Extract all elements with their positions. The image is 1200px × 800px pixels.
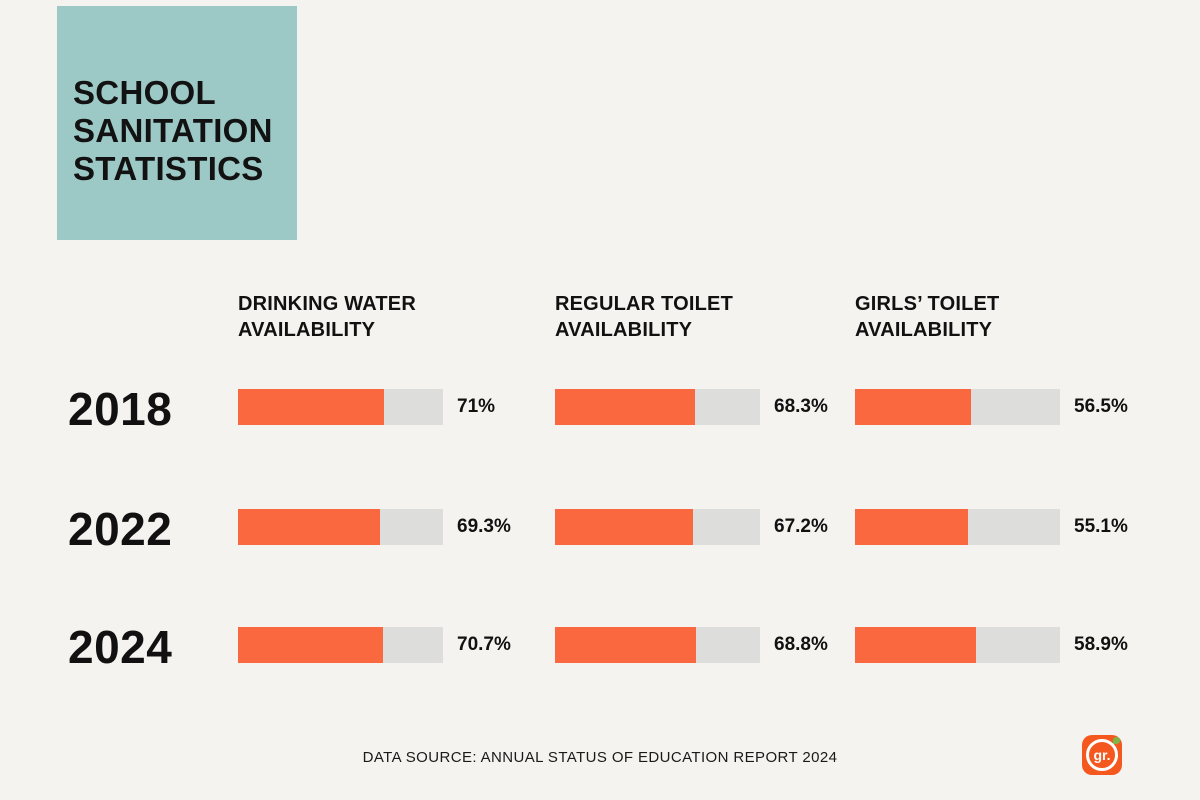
bar-track — [855, 389, 1060, 425]
bar-track — [855, 627, 1060, 663]
bar-cell-2018-girls-toilet: 56.5% — [855, 389, 1128, 425]
bar-fill — [855, 627, 976, 663]
bar-cell-2022-girls-toilet: 55.1% — [855, 509, 1128, 545]
bar-value-label: 69.3% — [457, 516, 511, 537]
column-header-girls-toilet: GIRLS’ TOILET AVAILABILITY — [855, 293, 1000, 341]
logo-text: gr. — [1093, 747, 1111, 763]
row-label-2024: 2024 — [68, 621, 173, 673]
bar-fill — [238, 389, 384, 425]
bar-fill — [855, 509, 968, 545]
bar-track — [555, 509, 760, 545]
row-label-2022: 2022 — [68, 503, 173, 555]
title-box: SCHOOL SANITATION STATISTICS — [57, 6, 297, 240]
bar-value-label: 68.8% — [774, 634, 828, 655]
bar-value-label: 55.1% — [1074, 516, 1128, 537]
bar-track — [555, 627, 760, 663]
row-label-2018: 2018 — [68, 383, 173, 435]
data-source-note: DATA SOURCE: ANNUAL STATUS OF EDUCATION … — [362, 749, 838, 766]
logo-ring: gr. — [1086, 739, 1118, 771]
bar-fill — [238, 509, 381, 545]
bar-fill — [555, 509, 693, 545]
bar-track — [238, 627, 443, 663]
bar-value-label: 68.3% — [774, 396, 828, 417]
bar-cell-2024-girls-toilet: 58.9% — [855, 627, 1128, 663]
brand-logo: gr. — [1082, 735, 1122, 775]
bar-cell-2018-drinking-water: 71% — [238, 389, 495, 425]
bar-value-label: 70.7% — [457, 634, 511, 655]
bar-track — [238, 509, 443, 545]
logo-leaf-icon — [1113, 737, 1120, 744]
bar-cell-2022-regular-toilet: 67.2% — [555, 509, 828, 545]
bar-value-label: 67.2% — [774, 516, 828, 537]
bar-track — [855, 509, 1060, 545]
bar-cell-2022-drinking-water: 69.3% — [238, 509, 511, 545]
bar-fill — [555, 389, 695, 425]
bar-fill — [855, 389, 971, 425]
bar-value-label: 58.9% — [1074, 634, 1128, 655]
page-title: SCHOOL SANITATION STATISTICS — [73, 74, 273, 187]
bar-cell-2024-regular-toilet: 68.8% — [555, 627, 828, 663]
bar-value-label: 71% — [457, 396, 496, 417]
bar-cell-2024-drinking-water: 70.7% — [238, 627, 511, 663]
column-header-regular-toilet: REGULAR TOILET AVAILABILITY — [555, 293, 733, 341]
bar-track — [555, 389, 760, 425]
bar-value-label: 56.5% — [1074, 396, 1128, 417]
bar-cell-2018-regular-toilet: 68.3% — [555, 389, 828, 425]
column-header-drinking-water: DRINKING WATER AVAILABILITY — [238, 293, 416, 341]
bar-fill — [555, 627, 697, 663]
bar-track — [238, 389, 443, 425]
bar-fill — [238, 627, 383, 663]
